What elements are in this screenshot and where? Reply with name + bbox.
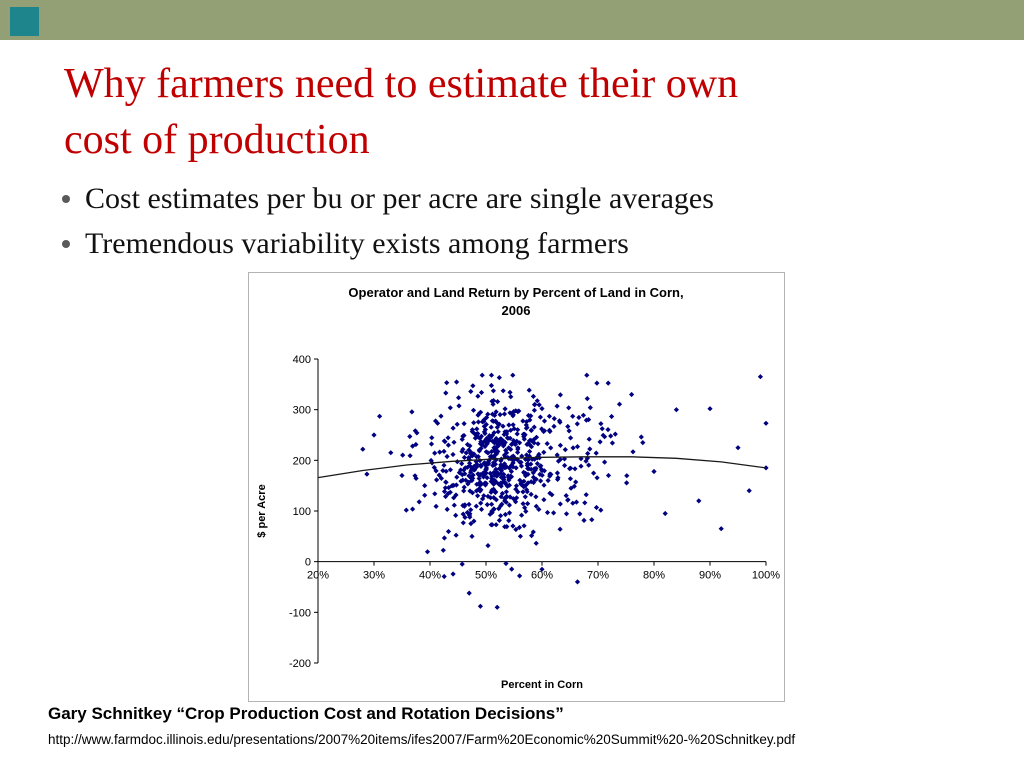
accent-square <box>10 7 39 36</box>
bullet-item: Tremendous variability exists among farm… <box>62 221 714 266</box>
svg-text:-100: -100 <box>289 607 311 619</box>
bullet-text: Tremendous variability exists among farm… <box>85 227 629 260</box>
bullet-dot <box>62 195 70 203</box>
svg-text:100: 100 <box>293 506 311 518</box>
svg-text:200: 200 <box>293 455 311 467</box>
slide-title-line-1: Why farmers need to estimate their own <box>64 61 739 107</box>
svg-text:60%: 60% <box>531 570 553 582</box>
svg-text:400: 400 <box>293 354 311 366</box>
slide-title-line-2: cost of production <box>64 117 370 163</box>
svg-text:70%: 70% <box>587 570 609 582</box>
svg-text:90%: 90% <box>699 570 721 582</box>
svg-text:40%: 40% <box>419 570 441 582</box>
source-url: http://www.farmdoc.illinois.edu/presenta… <box>48 732 796 747</box>
svg-text:-200: -200 <box>289 658 311 670</box>
svg-text:300: 300 <box>293 405 311 417</box>
bullet-dot <box>62 240 70 248</box>
citation-text: Gary Schnitkey “Crop Production Cost and… <box>48 704 564 723</box>
svg-text:80%: 80% <box>643 570 665 582</box>
slide-header-bar <box>0 0 1024 40</box>
bullet-item: Cost estimates per bu or per acre are si… <box>62 176 714 221</box>
svg-text:100%: 100% <box>752 570 780 582</box>
scatter-chart: Operator and Land Return by Percent of L… <box>248 272 785 702</box>
slide-title: Why farmers need to estimate their own c… <box>64 56 738 168</box>
svg-text:$ per Acre: $ per Acre <box>256 484 268 537</box>
bullet-text: Cost estimates per bu or per acre are si… <box>85 182 714 215</box>
scatter-chart-svg: Operator and Land Return by Percent of L… <box>256 285 780 691</box>
svg-text:50%: 50% <box>475 570 497 582</box>
svg-text:20%: 20% <box>307 570 329 582</box>
bullet-list: Cost estimates per bu or per acre are si… <box>62 176 714 266</box>
svg-text:Percent in Corn: Percent in Corn <box>501 679 583 691</box>
svg-text:Operator and Land Return by Pe: Operator and Land Return by Percent of L… <box>348 285 683 300</box>
svg-text:30%: 30% <box>363 570 385 582</box>
svg-text:2006: 2006 <box>502 303 531 318</box>
svg-text:0: 0 <box>305 557 311 569</box>
